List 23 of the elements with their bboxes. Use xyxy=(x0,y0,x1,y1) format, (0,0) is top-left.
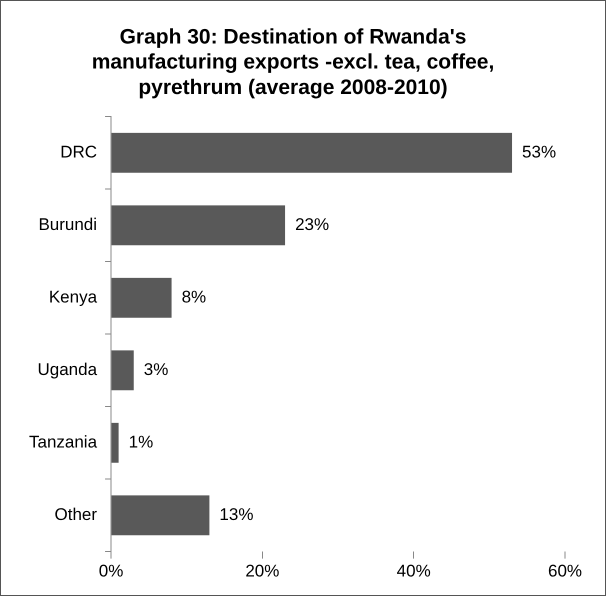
chart-title: Graph 30: Destination of Rwanda's manufacturing exports -excl. tea, coffee, pyrethrum (average 2008-2010) xyxy=(92,25,494,99)
y-tick-label: Other xyxy=(54,505,98,524)
bar xyxy=(112,278,172,318)
y-tick-label: DRC xyxy=(60,142,98,162)
y-tick-label: Uganda xyxy=(37,360,98,380)
bar xyxy=(112,205,286,246)
bar xyxy=(112,132,512,173)
y-tick-label: Kenya xyxy=(48,288,98,307)
data-label: 13% xyxy=(219,505,254,524)
data-label: 1% xyxy=(128,432,154,452)
x-tick-label: 0% xyxy=(98,561,124,580)
data-label: 3% xyxy=(144,360,168,380)
data-label: 8% xyxy=(182,288,206,307)
bar xyxy=(112,495,210,536)
bar xyxy=(112,350,134,390)
x-tick-label: 60% xyxy=(548,561,582,580)
y-tick-label: Tanzania xyxy=(28,432,98,452)
data-label: 23% xyxy=(295,215,330,234)
x-tick-label: 20% xyxy=(245,561,280,580)
data-label: 53% xyxy=(522,142,556,162)
x-tick-label: 40% xyxy=(396,561,431,580)
bar xyxy=(112,422,119,463)
y-tick-label: Burundi xyxy=(38,215,98,234)
